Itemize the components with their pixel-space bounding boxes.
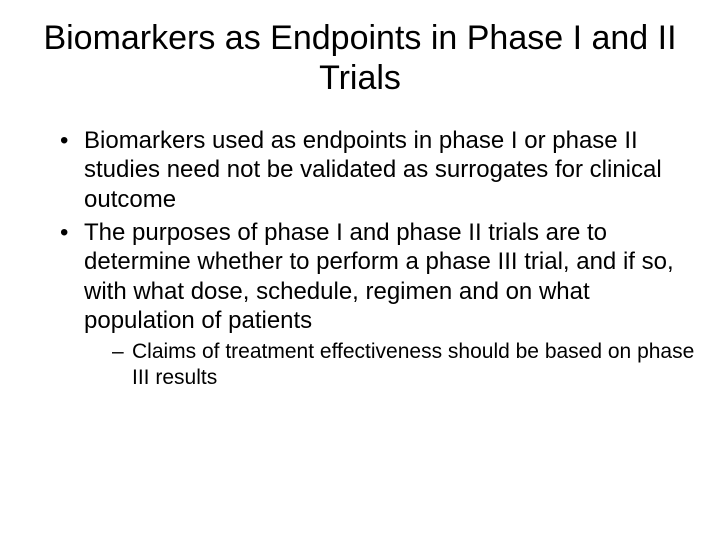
bullet-list: Biomarkers used as endpoints in phase I … — [24, 126, 696, 390]
sub-bullet-item: Claims of treatment effectiveness should… — [112, 339, 696, 390]
sub-bullet-list: Claims of treatment effectiveness should… — [84, 339, 696, 390]
slide: Biomarkers as Endpoints in Phase I and I… — [0, 0, 720, 540]
bullet-item: Biomarkers used as endpoints in phase I … — [60, 126, 696, 214]
bullet-text: Biomarkers used as endpoints in phase I … — [84, 127, 662, 213]
bullet-text: The purposes of phase I and phase II tri… — [84, 219, 674, 334]
sub-bullet-text: Claims of treatment effectiveness should… — [132, 340, 694, 389]
bullet-item: The purposes of phase I and phase II tri… — [60, 218, 696, 390]
slide-title: Biomarkers as Endpoints in Phase I and I… — [24, 18, 696, 98]
